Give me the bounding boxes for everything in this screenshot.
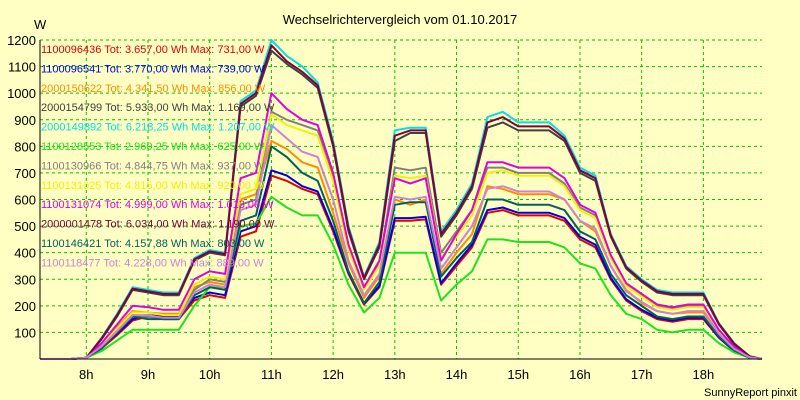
legend-entry-3: 2000150622 Tot: 4.341,50 Wh Max: 856,00 … — [41, 83, 266, 95]
legend-entry-9: 1100131074 Tot: 4.999,00 Wh Max: 1.013,0… — [41, 199, 274, 211]
chart-title: Wechselrichtervergleich vom 01.10.2017 — [283, 12, 518, 27]
y-tick-label: 500 — [14, 219, 36, 234]
legend: 1100096436 Tot: 3.657,00 Wh Max: 731,00 … — [41, 44, 275, 269]
x-tick-label: 9h — [141, 367, 155, 382]
x-tick-label: 8h — [79, 367, 93, 382]
y-tick-label: 300 — [14, 272, 36, 287]
legend-entry-6: 1100128553 Tot: 2.960,25 Wh Max: 625,00 … — [41, 141, 265, 153]
grid-lines — [40, 39, 762, 359]
y-tick-label: 1200 — [7, 33, 36, 48]
y-axis-label: W — [34, 17, 47, 32]
legend-entry-8: 1100131025 Tot: 4.815,00 Wh Max: 920,00 … — [41, 180, 265, 192]
x-tick-label: 16h — [569, 367, 591, 382]
series-line-5 — [40, 39, 763, 360]
x-tick-label: 11h — [261, 367, 282, 382]
x-tick-label: 13h — [384, 367, 406, 382]
legend-entry-7: 1100130966 Tot: 4.844,75 Wh Max: 937,00 … — [41, 160, 265, 172]
x-tick-label: 15h — [507, 367, 529, 382]
y-tick-label: 1100 — [8, 60, 36, 75]
legend-entry-5: 2000149892 Tot: 6.218,25 Wh Max: 1.207,0… — [41, 122, 275, 134]
x-tick-label: 14h — [446, 367, 468, 382]
x-tick-label: 18h — [693, 367, 715, 382]
series-line-2 — [40, 169, 763, 360]
series-line-9 — [40, 92, 763, 360]
x-tick-label: 12h — [322, 367, 344, 382]
x-tick-label: 10h — [199, 367, 221, 382]
y-tick-label: 900 — [14, 113, 36, 128]
series-lines — [40, 39, 763, 360]
legend-entry-11: 1100146421 Tot: 4.157,88 Wh Max: 803,00 … — [41, 238, 265, 250]
y-tick-label: 700 — [14, 166, 36, 181]
credit-text: SunnyReport pinxit — [704, 387, 797, 399]
series-line-6 — [40, 195, 763, 360]
series-line-10 — [40, 44, 763, 360]
legend-entry-1: 1100096436 Tot: 3.657,00 Wh Max: 731,00 … — [41, 44, 265, 56]
y-tick-label: 200 — [14, 299, 36, 314]
series-line-11 — [40, 145, 763, 360]
tick-labels: 100 200 300 400 500 600 700 800 900 1000 1100 1200 8… — [7, 33, 714, 382]
y-tick-label: 100 — [14, 325, 36, 340]
series-line-12 — [40, 124, 763, 360]
x-tick-label: 17h — [631, 367, 653, 382]
legend-entry-2: 1100096541 Tot: 3.770,00 Wh Max: 739,00 … — [41, 63, 265, 75]
legend-entry-12: 1100118477 Tot: 4.228,00 Wh Max: 889,00 … — [41, 257, 264, 269]
axes — [39, 40, 762, 360]
series-line-8 — [40, 113, 763, 360]
y-tick-label: 400 — [14, 246, 36, 261]
series-line-4 — [40, 49, 763, 360]
legend-entry-10: 2000001478 Tot: 6.034,00 Wh Max: 1.190,0… — [41, 219, 275, 231]
y-tick-label: 1000 — [7, 86, 36, 101]
y-tick-label: 800 — [14, 139, 36, 154]
legend-entry-4: 2000154799 Tot: 5.933,00 Wh Max: 1.169,0… — [41, 102, 275, 114]
y-tick-label: 600 — [14, 193, 36, 208]
